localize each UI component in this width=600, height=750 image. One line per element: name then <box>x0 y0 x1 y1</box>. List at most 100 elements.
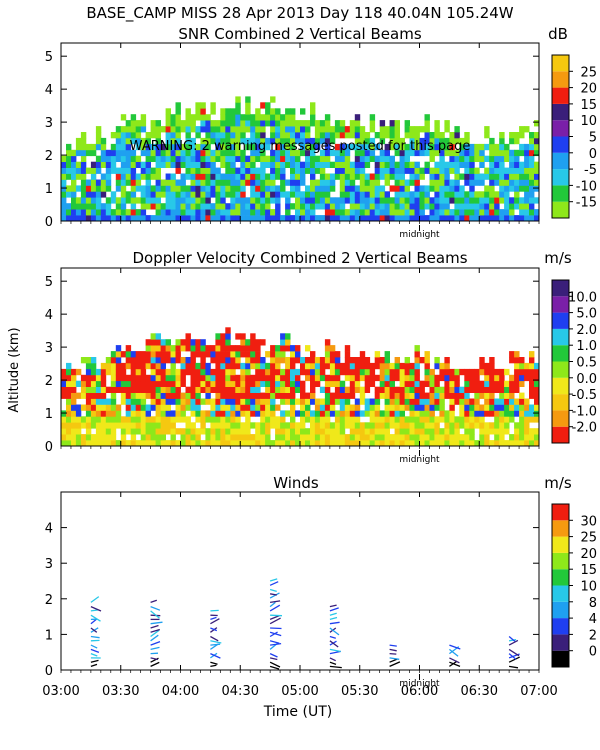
heatmap-cell <box>504 167 510 174</box>
heatmap-cell <box>329 362 336 370</box>
midnight-label: midnight <box>399 455 440 465</box>
heatmap-cell <box>90 161 97 168</box>
heatmap-cell <box>314 197 321 204</box>
heatmap-cell <box>145 440 151 447</box>
heatmap-cell <box>324 410 331 417</box>
heatmap-cell <box>135 197 142 204</box>
heatmap-cell <box>75 392 82 399</box>
heatmap-cell <box>280 333 286 340</box>
heatmap-cell <box>140 120 147 127</box>
heatmap-cell <box>444 143 450 151</box>
wind-barb <box>269 640 280 644</box>
heatmap-cell <box>250 161 256 168</box>
heatmap-cell <box>85 410 92 417</box>
heatmap-cell <box>280 173 286 180</box>
heatmap-cell <box>170 416 176 423</box>
heatmap-cell <box>509 440 515 447</box>
heatmap-cell <box>150 422 156 429</box>
wind-barb <box>329 616 338 621</box>
heatmap-cell <box>409 392 415 399</box>
heatmap-cell <box>255 392 261 399</box>
heatmap-cell <box>80 380 87 387</box>
heatmap-cell <box>240 132 246 139</box>
heatmap-cell <box>349 392 356 399</box>
heatmap-cell <box>120 386 127 393</box>
heatmap-cell <box>434 167 440 174</box>
heatmap-cell <box>419 422 425 429</box>
heatmap-cell <box>235 126 241 133</box>
heatmap-cell <box>210 120 216 127</box>
heatmap-cell <box>529 357 535 364</box>
heatmap-cell <box>394 428 400 435</box>
header-title: BASE_CAMP MISS 28 Apr 2013 Day 118 40.04… <box>86 4 513 23</box>
heatmap-cell <box>479 203 485 210</box>
heatmap-cell <box>165 173 171 180</box>
heatmap-cell <box>220 197 226 204</box>
heatmap-cell <box>170 362 176 370</box>
heatmap-cell <box>464 197 470 204</box>
heatmap-cell <box>324 120 331 127</box>
colorbar-label: -10 <box>576 179 597 194</box>
heatmap-cell <box>125 209 132 216</box>
heatmap-cell <box>344 155 351 162</box>
colorbar-swatch <box>552 120 569 137</box>
colorbar-swatch <box>552 345 569 362</box>
heatmap-cell <box>90 398 97 405</box>
heatmap-cell <box>100 203 107 210</box>
heatmap-cell <box>260 209 266 216</box>
heatmap-cell <box>449 440 455 447</box>
heatmap-cell <box>235 345 241 352</box>
heatmap-cell <box>479 428 485 435</box>
heatmap-cell <box>135 173 142 180</box>
heatmap-cell <box>280 357 286 364</box>
heatmap-cell <box>464 215 470 222</box>
heatmap-cell <box>180 215 186 222</box>
heatmap-cell <box>125 179 132 186</box>
heatmap-cell <box>534 440 540 447</box>
heatmap-cell <box>499 380 505 387</box>
heatmap-cell <box>374 386 381 393</box>
heatmap-cell <box>100 185 107 192</box>
heatmap-cell <box>265 416 271 423</box>
heatmap-cell <box>414 374 420 382</box>
heatmap-cell <box>305 345 311 352</box>
heatmap-cell <box>429 440 435 447</box>
heatmap-cell <box>175 410 181 417</box>
heatmap-cell <box>344 179 351 186</box>
heatmap-cell <box>275 132 281 139</box>
heatmap-cell <box>374 422 381 429</box>
heatmap-cell <box>265 102 271 109</box>
heatmap-cell <box>260 179 266 186</box>
heatmap-cell <box>319 416 326 423</box>
heatmap-cell <box>494 191 500 198</box>
heatmap-cell <box>275 215 281 222</box>
heatmap-cell <box>220 428 226 435</box>
heatmap-cell <box>519 149 525 157</box>
heatmap-cell <box>115 173 122 180</box>
heatmap-cell <box>225 386 231 393</box>
heatmap-cell <box>105 167 112 174</box>
heatmap-cell <box>379 161 386 168</box>
heatmap-cell <box>374 357 381 364</box>
heatmap-cell <box>474 398 480 405</box>
heatmap-cell <box>374 440 381 447</box>
heatmap-cell <box>364 197 371 204</box>
heatmap-cell <box>105 428 112 435</box>
y-tick-label: 0 <box>45 664 53 679</box>
heatmap-cell <box>125 167 132 174</box>
heatmap-cell <box>240 428 246 435</box>
heatmap-cell <box>125 422 132 429</box>
heatmap-cell <box>489 374 495 382</box>
heatmap-cell <box>175 155 181 162</box>
heatmap-cell <box>359 155 366 162</box>
heatmap-cell <box>369 380 376 387</box>
heatmap-cell <box>165 161 171 168</box>
wind-barb <box>90 614 101 622</box>
heatmap-cell <box>205 209 211 216</box>
heatmap-cell <box>509 173 515 180</box>
heatmap-cell <box>240 197 246 204</box>
heatmap-cell <box>374 428 381 435</box>
heatmap-cell <box>235 114 241 121</box>
heatmap-cell <box>270 167 276 174</box>
heatmap-cell <box>190 173 196 180</box>
